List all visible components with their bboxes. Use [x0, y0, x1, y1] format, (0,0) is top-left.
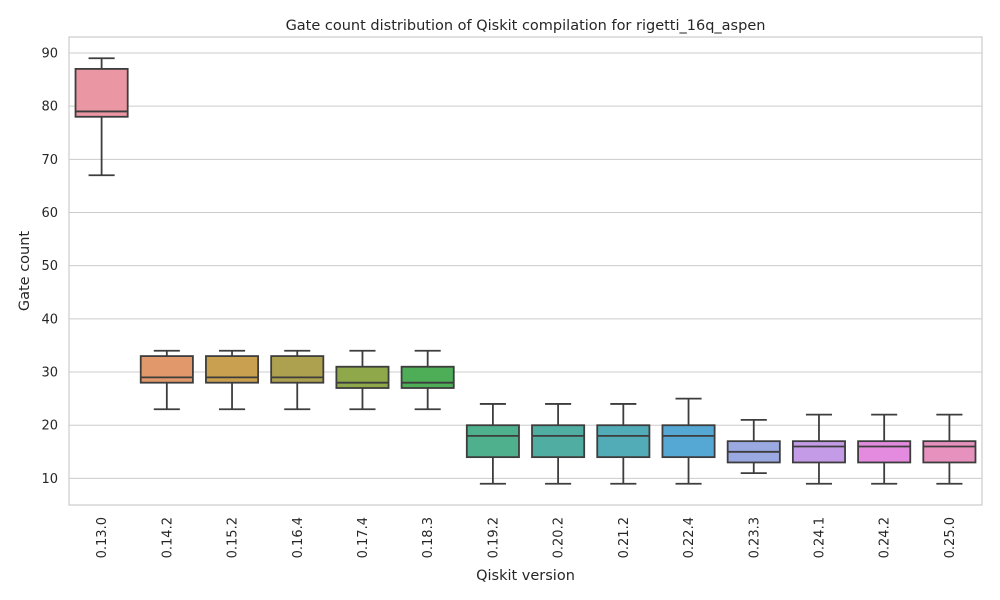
box-group	[791, 413, 846, 485]
box-rect	[400, 365, 455, 389]
box-group	[531, 403, 586, 485]
box-group	[400, 349, 455, 411]
y-axis-label: Gate count	[17, 231, 33, 312]
box-group	[270, 349, 325, 411]
y-tick-label: 80	[41, 100, 58, 115]
box-series	[74, 57, 977, 485]
box-group	[922, 413, 977, 485]
box-rect	[335, 365, 390, 389]
x-tick-label: 0.16.4	[291, 517, 306, 558]
x-tick-label: 0.18.3	[421, 517, 436, 558]
y-tick-label: 50	[41, 259, 58, 274]
x-tick-label: 0.20.2	[552, 517, 567, 558]
x-tick-labels: 0.13.0 0.14.2 0.15.2 0.16.4 0.17.4 0.18.3 0.19…	[95, 517, 958, 558]
box-group	[726, 419, 781, 474]
box-group	[139, 349, 194, 411]
x-tick-label: 0.15.2	[226, 517, 241, 558]
plot-frame	[68, 36, 983, 506]
x-tick-label: 0.14.2	[160, 517, 175, 558]
box-rect	[922, 440, 977, 464]
x-tick-label: 0.21.2	[617, 517, 632, 558]
box-group	[74, 57, 129, 177]
x-tick-label: 0.13.0	[95, 517, 110, 558]
x-tick-label: 0.17.4	[356, 517, 371, 558]
y-tick-label: 20	[41, 419, 58, 434]
box-group	[335, 349, 390, 411]
box-rect	[205, 355, 260, 384]
box-rect	[465, 424, 520, 459]
chart-title: Gate count distribution of Qiskit compil…	[286, 18, 766, 34]
box-group	[465, 403, 520, 485]
x-tick-label: 0.24.1	[812, 517, 827, 558]
x-tick-label: 0.22.4	[682, 517, 697, 558]
y-tick-label: 30	[41, 366, 58, 381]
box-rect	[857, 440, 912, 464]
y-tick-labels: 10 20 30 40 50 60 70 80 90	[41, 46, 58, 486]
box-rect	[139, 355, 194, 384]
box-rect	[270, 355, 325, 384]
x-tick-label: 0.19.2	[486, 517, 501, 558]
grid-lines	[69, 52, 982, 479]
y-tick-label: 40	[41, 312, 58, 327]
x-tick-label: 0.25.0	[943, 517, 958, 558]
box-group	[661, 397, 716, 485]
box-rect	[596, 424, 651, 459]
y-tick-label: 90	[41, 46, 58, 61]
box-rect	[791, 440, 846, 464]
box-rect	[661, 424, 716, 459]
box-rect	[74, 68, 129, 118]
box-rect	[531, 424, 586, 459]
box-group	[857, 413, 912, 485]
y-tick-label: 60	[41, 206, 58, 221]
x-tick-label: 0.23.3	[747, 517, 762, 558]
box-group	[596, 403, 651, 485]
x-axis-label: Qiskit version	[476, 568, 575, 584]
box-group	[205, 349, 260, 411]
x-tick-label: 0.24.2	[878, 517, 893, 558]
y-tick-label: 70	[41, 153, 58, 168]
y-tick-label: 10	[41, 472, 58, 487]
